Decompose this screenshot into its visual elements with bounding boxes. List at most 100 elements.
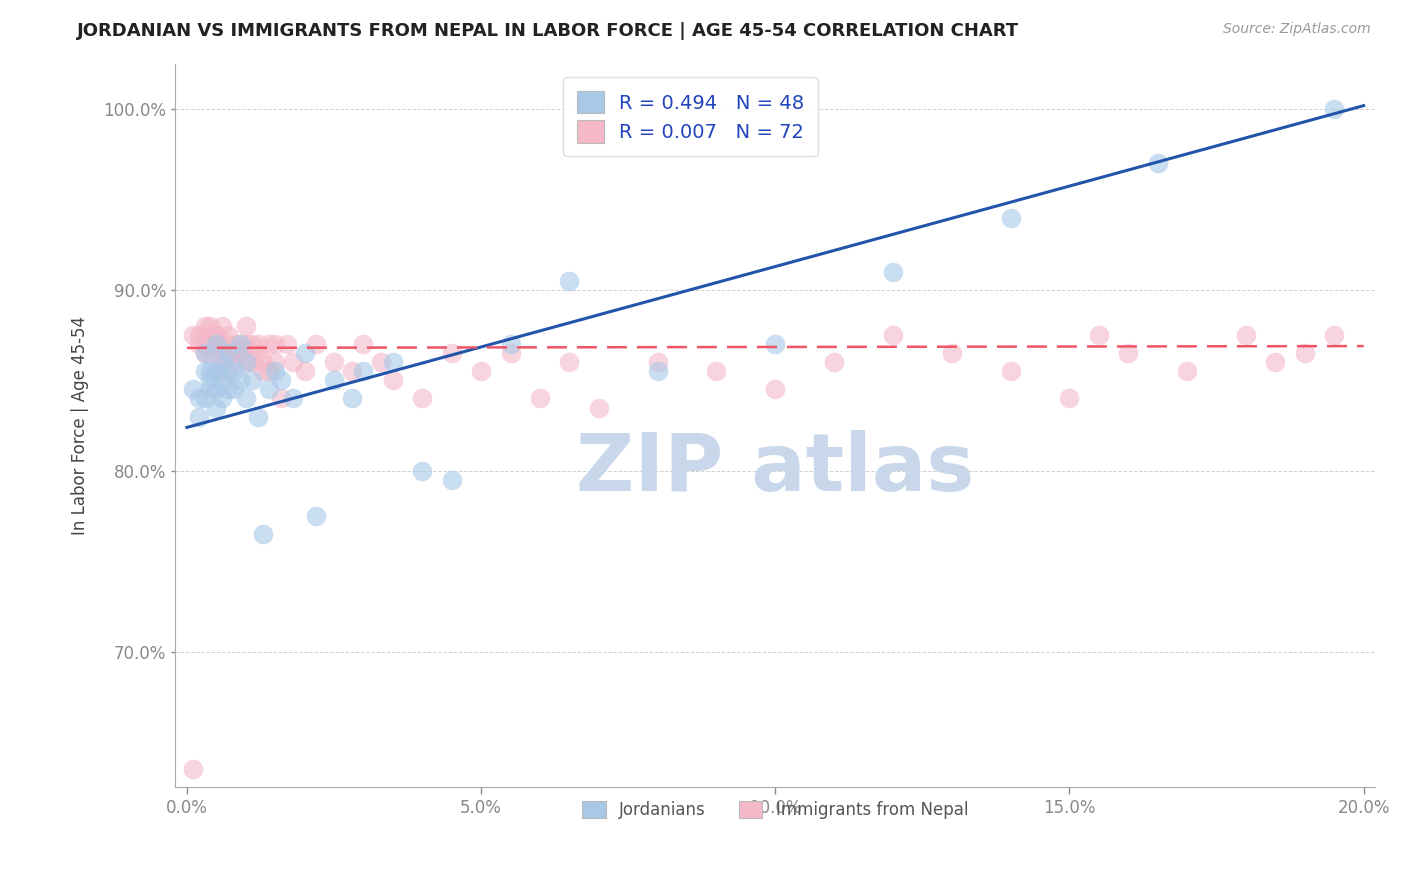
Point: [246, 337, 269, 351]
Point: [211, 346, 233, 360]
Point: [276, 337, 298, 351]
Point: [370, 355, 392, 369]
Point: [281, 355, 304, 369]
Point: [252, 527, 274, 541]
Point: [229, 337, 252, 351]
Point: [200, 319, 222, 334]
Point: [588, 401, 610, 415]
Point: [246, 409, 269, 424]
Point: [194, 337, 217, 351]
Point: [222, 346, 245, 360]
Point: [647, 355, 669, 369]
Point: [229, 346, 252, 360]
Point: [217, 364, 239, 378]
Point: [222, 364, 245, 378]
Point: [235, 337, 257, 351]
Point: [217, 337, 239, 351]
Point: [352, 337, 374, 351]
Point: [181, 762, 204, 776]
Point: [1264, 355, 1286, 369]
Point: [882, 265, 904, 279]
Point: [558, 355, 581, 369]
Point: [246, 346, 269, 360]
Point: [1175, 364, 1198, 378]
Point: [200, 346, 222, 360]
Point: [235, 355, 257, 369]
Point: [211, 373, 233, 387]
Point: [194, 392, 217, 406]
Point: [264, 337, 287, 351]
Point: [352, 364, 374, 378]
Point: [411, 392, 433, 406]
Point: [823, 355, 845, 369]
Point: [200, 328, 222, 343]
Point: [323, 373, 346, 387]
Point: [252, 364, 274, 378]
Point: [259, 383, 281, 397]
Point: [200, 364, 222, 378]
Point: [194, 319, 217, 334]
Point: [187, 409, 209, 424]
Point: [305, 337, 328, 351]
Point: [1000, 211, 1022, 225]
Point: [205, 328, 228, 343]
Point: [558, 274, 581, 288]
Point: [205, 337, 228, 351]
Point: [763, 337, 786, 351]
Point: [222, 337, 245, 351]
Point: [200, 373, 222, 387]
Point: [323, 355, 346, 369]
Point: [941, 346, 963, 360]
Point: [194, 364, 217, 378]
Point: [1118, 346, 1140, 360]
Point: [340, 364, 363, 378]
Point: [706, 364, 728, 378]
Point: [529, 392, 551, 406]
Point: [205, 346, 228, 360]
Text: ZIP atlas: ZIP atlas: [576, 430, 974, 508]
Point: [240, 355, 263, 369]
Point: [205, 364, 228, 378]
Point: [235, 319, 257, 334]
Point: [499, 346, 522, 360]
Point: [1323, 102, 1346, 116]
Point: [259, 364, 281, 378]
Point: [305, 508, 328, 523]
Point: [252, 355, 274, 369]
Point: [882, 328, 904, 343]
Point: [470, 364, 492, 378]
Point: [235, 392, 257, 406]
Point: [194, 346, 217, 360]
Point: [181, 383, 204, 397]
Point: [229, 337, 252, 351]
Point: [240, 337, 263, 351]
Y-axis label: In Labor Force | Age 45-54: In Labor Force | Age 45-54: [72, 316, 89, 535]
Point: [264, 355, 287, 369]
Point: [211, 364, 233, 378]
Point: [281, 392, 304, 406]
Point: [381, 373, 404, 387]
Point: [211, 355, 233, 369]
Point: [1088, 328, 1111, 343]
Point: [187, 337, 209, 351]
Point: [205, 401, 228, 415]
Point: [1000, 364, 1022, 378]
Point: [294, 364, 316, 378]
Point: [217, 346, 239, 360]
Point: [264, 364, 287, 378]
Point: [647, 364, 669, 378]
Legend: Jordanians, Immigrants from Nepal: Jordanians, Immigrants from Nepal: [575, 795, 974, 826]
Point: [217, 383, 239, 397]
Point: [411, 464, 433, 478]
Point: [217, 346, 239, 360]
Point: [440, 346, 463, 360]
Point: [200, 383, 222, 397]
Point: [381, 355, 404, 369]
Point: [229, 373, 252, 387]
Point: [1323, 328, 1346, 343]
Point: [763, 383, 786, 397]
Point: [211, 337, 233, 351]
Point: [181, 328, 204, 343]
Point: [1234, 328, 1257, 343]
Text: Source: ZipAtlas.com: Source: ZipAtlas.com: [1223, 22, 1371, 37]
